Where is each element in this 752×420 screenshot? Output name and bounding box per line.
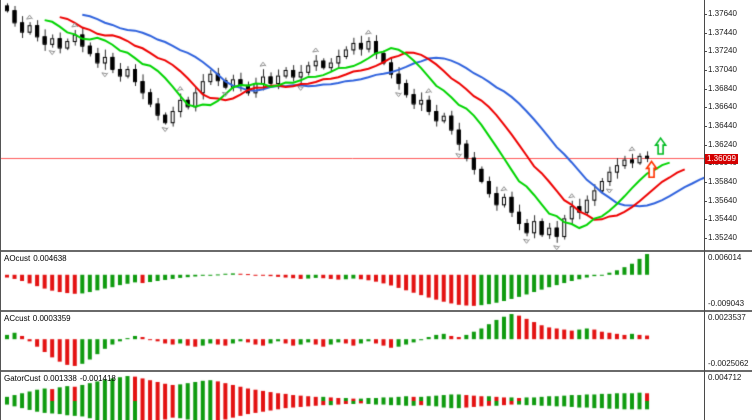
gator-indicator-value-down: -0.001418 (79, 374, 116, 383)
price-axis-tick (704, 88, 707, 90)
gator-indicator-name: GatorCust (4, 374, 41, 383)
price-axis-label: 1.37640 (708, 8, 737, 18)
price-axis-tick (704, 144, 707, 146)
price-axis-tick (704, 32, 707, 34)
ao-indicator-value: 0.004638 (33, 254, 67, 263)
price-axis-tick (704, 125, 707, 127)
ac-indicator-label: ACcust 0.0003359 (4, 314, 74, 323)
awesome-oscillator-panel[interactable] (1, 252, 704, 310)
panel-separator[interactable] (1, 250, 752, 252)
gator-oscillator-panel[interactable] (1, 372, 704, 420)
price-axis-label: 1.37040 (708, 64, 737, 74)
ao-scale-max: 0.006014 (708, 253, 742, 262)
price-axis-label: 1.37240 (708, 46, 737, 56)
main-price-chart[interactable] (1, 0, 704, 251)
gator-indicator-value-up: 0.001338 (43, 374, 77, 383)
price-axis-tick (704, 200, 707, 202)
price-axis-tick (704, 181, 707, 183)
price-axis-label: 1.35840 (708, 176, 737, 186)
ao-indicator-name: AOcust (4, 254, 31, 263)
price-axis-tick (704, 13, 707, 15)
gator-scale-max: 0.004712 (708, 373, 742, 382)
price-axis-tick (704, 107, 707, 109)
price-axis-tick (704, 51, 707, 53)
ac-indicator-value: 0.0003359 (32, 314, 71, 323)
price-axis-tick (704, 69, 707, 71)
price-axis-label: 1.35440 (708, 214, 737, 224)
ac-indicator-name: ACcust (4, 314, 30, 323)
price-axis-line (704, 0, 705, 420)
price-axis-label: 1.36440 (708, 120, 737, 130)
panel-separator[interactable] (1, 370, 752, 372)
price-axis-label: 1.37440 (708, 27, 737, 37)
accelerator-oscillator-panel[interactable] (1, 312, 704, 370)
price-axis-label: 1.36240 (708, 139, 737, 149)
panel-separator[interactable] (1, 310, 752, 312)
price-axis-tick (704, 163, 707, 165)
ao-scale-min: -0.009043 (708, 299, 745, 308)
price-axis-label: 1.35640 (708, 195, 737, 205)
ac-scale-max: 0.0023537 (708, 313, 746, 322)
price-axis-tick (704, 219, 707, 221)
current-price-tag: 1.36099 (705, 153, 738, 164)
ao-indicator-label: AOcust 0.004638 (4, 254, 70, 263)
price-axis-label: 1.36840 (708, 83, 737, 93)
ac-scale-min: -0.0025062 (708, 359, 749, 368)
gator-indicator-label: GatorCust 0.001338 -0.001418 (4, 374, 119, 383)
price-axis-label: 1.36640 (708, 102, 737, 112)
price-axis-label: 1.35240 (708, 232, 737, 242)
price-axis-tick (704, 237, 707, 239)
